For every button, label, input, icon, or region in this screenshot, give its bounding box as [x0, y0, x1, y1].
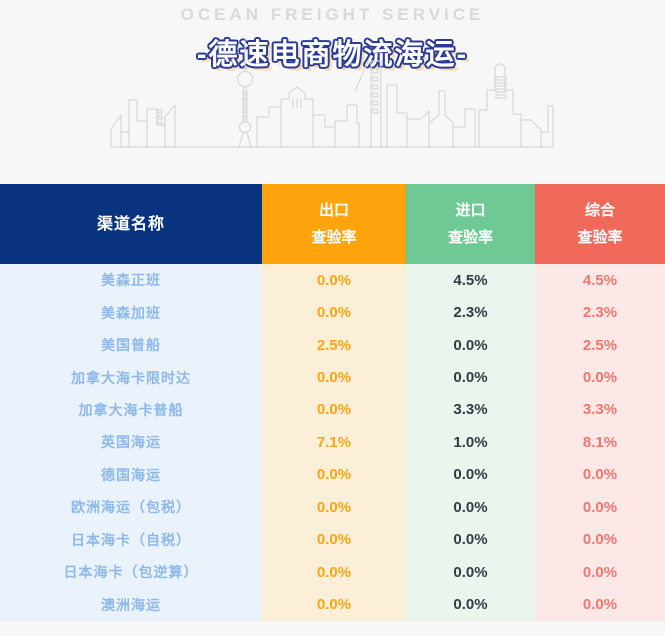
channel-name-cell: 美国普船: [0, 328, 262, 362]
export-rate-cell: 0.0%: [262, 555, 406, 589]
import-rate-cell: 0.0%: [406, 361, 535, 394]
table-row: 美国普船 2.5% 0.0% 2.5%: [0, 328, 665, 362]
export-rate-cell: 0.0%: [262, 458, 406, 492]
channel-name-cell: 德国海运: [0, 458, 262, 492]
column-header-import-rate: 进口 查验率: [406, 184, 535, 264]
skyline-illustration: [110, 39, 554, 148]
combined-rate-cell: 0.0%: [535, 588, 665, 621]
channel-name-cell: 加拿大海卡普船: [0, 393, 262, 427]
combined-rate-cell: 0.0%: [535, 491, 665, 524]
column-label-line2: 查验率: [447, 229, 493, 246]
combined-rate-cell: 0.0%: [535, 361, 665, 394]
combined-rate-cell: 8.1%: [535, 426, 665, 459]
table-row: 加拿大海卡限时达 0.0% 0.0% 0.0%: [0, 361, 665, 394]
column-header-combined-rate: 综合 查验率: [535, 184, 665, 264]
table-row: 欧洲海运（包税） 0.0% 0.0% 0.0%: [0, 491, 665, 524]
column-header-channel: 渠道名称: [0, 184, 262, 264]
table-header: 渠道名称 出口 查验率 进口 查验率 综合 查验率: [0, 184, 665, 264]
table-row: 加拿大海卡普船 0.0% 3.3% 3.3%: [0, 393, 665, 427]
export-rate-cell: 7.1%: [262, 426, 406, 459]
column-label: 综合: [584, 202, 615, 219]
channel-name-cell: 日本海卡（自税）: [0, 523, 262, 556]
subtitle: OCEAN FREIGHT SERVICE: [180, 5, 485, 24]
export-rate-cell: 2.5%: [262, 328, 406, 362]
channel-name-cell: 美森加班: [0, 296, 262, 329]
table-row: 日本海卡（包逆算） 0.0% 0.0% 0.0%: [0, 555, 665, 589]
channel-name-cell: 加拿大海卡限时达: [0, 361, 262, 394]
import-rate-cell: 0.0%: [406, 523, 535, 556]
export-rate-cell: 0.0%: [262, 361, 406, 394]
import-rate-cell: 0.0%: [406, 458, 535, 492]
table-row: 英国海运 7.1% 1.0% 8.1%: [0, 426, 665, 459]
column-label: 出口: [318, 202, 349, 219]
combined-rate-cell: 2.3%: [535, 296, 665, 329]
column-label: 渠道名称: [96, 215, 165, 233]
table-row: 美森正班 0.0% 4.5% 4.5%: [0, 264, 665, 297]
rates-table: 渠道名称 出口 查验率 进口 查验率 综合 查验率 美森正班 0.0% 4.5% 4.…: [0, 184, 665, 621]
import-rate-cell: 2.3%: [406, 296, 535, 329]
import-rate-cell: 0.0%: [406, 588, 535, 621]
import-rate-cell: 3.3%: [406, 393, 535, 427]
import-rate-cell: 0.0%: [406, 491, 535, 524]
export-rate-cell: 0.0%: [262, 264, 406, 297]
channel-name-cell: 日本海卡（包逆算）: [0, 555, 262, 589]
combined-rate-cell: 0.0%: [535, 555, 665, 589]
combined-rate-cell: 4.5%: [535, 264, 665, 297]
export-rate-cell: 0.0%: [262, 523, 406, 556]
export-rate-cell: 0.0%: [262, 491, 406, 524]
import-rate-cell: 0.0%: [406, 328, 535, 362]
combined-rate-cell: 0.0%: [535, 523, 665, 556]
import-rate-cell: 1.0%: [406, 426, 535, 459]
column-label: 进口: [455, 202, 486, 219]
combined-rate-cell: 3.3%: [535, 393, 665, 427]
channel-name-cell: 美森正班: [0, 264, 262, 297]
import-rate-cell: 4.5%: [406, 264, 535, 297]
column-label-line2: 查验率: [577, 229, 623, 246]
combined-rate-cell: 2.5%: [535, 328, 665, 362]
table-body: 美森正班 0.0% 4.5% 4.5% 美森加班 0.0% 2.3% 2.3% 美国普船 2.5%…: [0, 264, 665, 621]
column-header-export-rate: 出口 查验率: [262, 184, 406, 264]
table-row: 澳洲海运 0.0% 0.0% 0.0%: [0, 588, 665, 621]
channel-name-cell: 欧洲海运（包税）: [0, 491, 262, 524]
combined-rate-cell: 0.0%: [535, 458, 665, 492]
table-row: 日本海卡（自税） 0.0% 0.0% 0.0%: [0, 523, 665, 556]
column-label-line2: 查验率: [311, 229, 357, 246]
export-rate-cell: 0.0%: [262, 588, 406, 621]
channel-name-cell: 澳洲海运: [0, 588, 262, 621]
table-row: 美森加班 0.0% 2.3% 2.3%: [0, 296, 665, 329]
import-rate-cell: 0.0%: [406, 555, 535, 589]
table-row: 德国海运 0.0% 0.0% 0.0%: [0, 458, 665, 492]
export-rate-cell: 0.0%: [262, 393, 406, 427]
channel-name-cell: 英国海运: [0, 426, 262, 459]
export-rate-cell: 0.0%: [262, 296, 406, 329]
page-title: -德速电商物流海运-: [196, 39, 469, 71]
